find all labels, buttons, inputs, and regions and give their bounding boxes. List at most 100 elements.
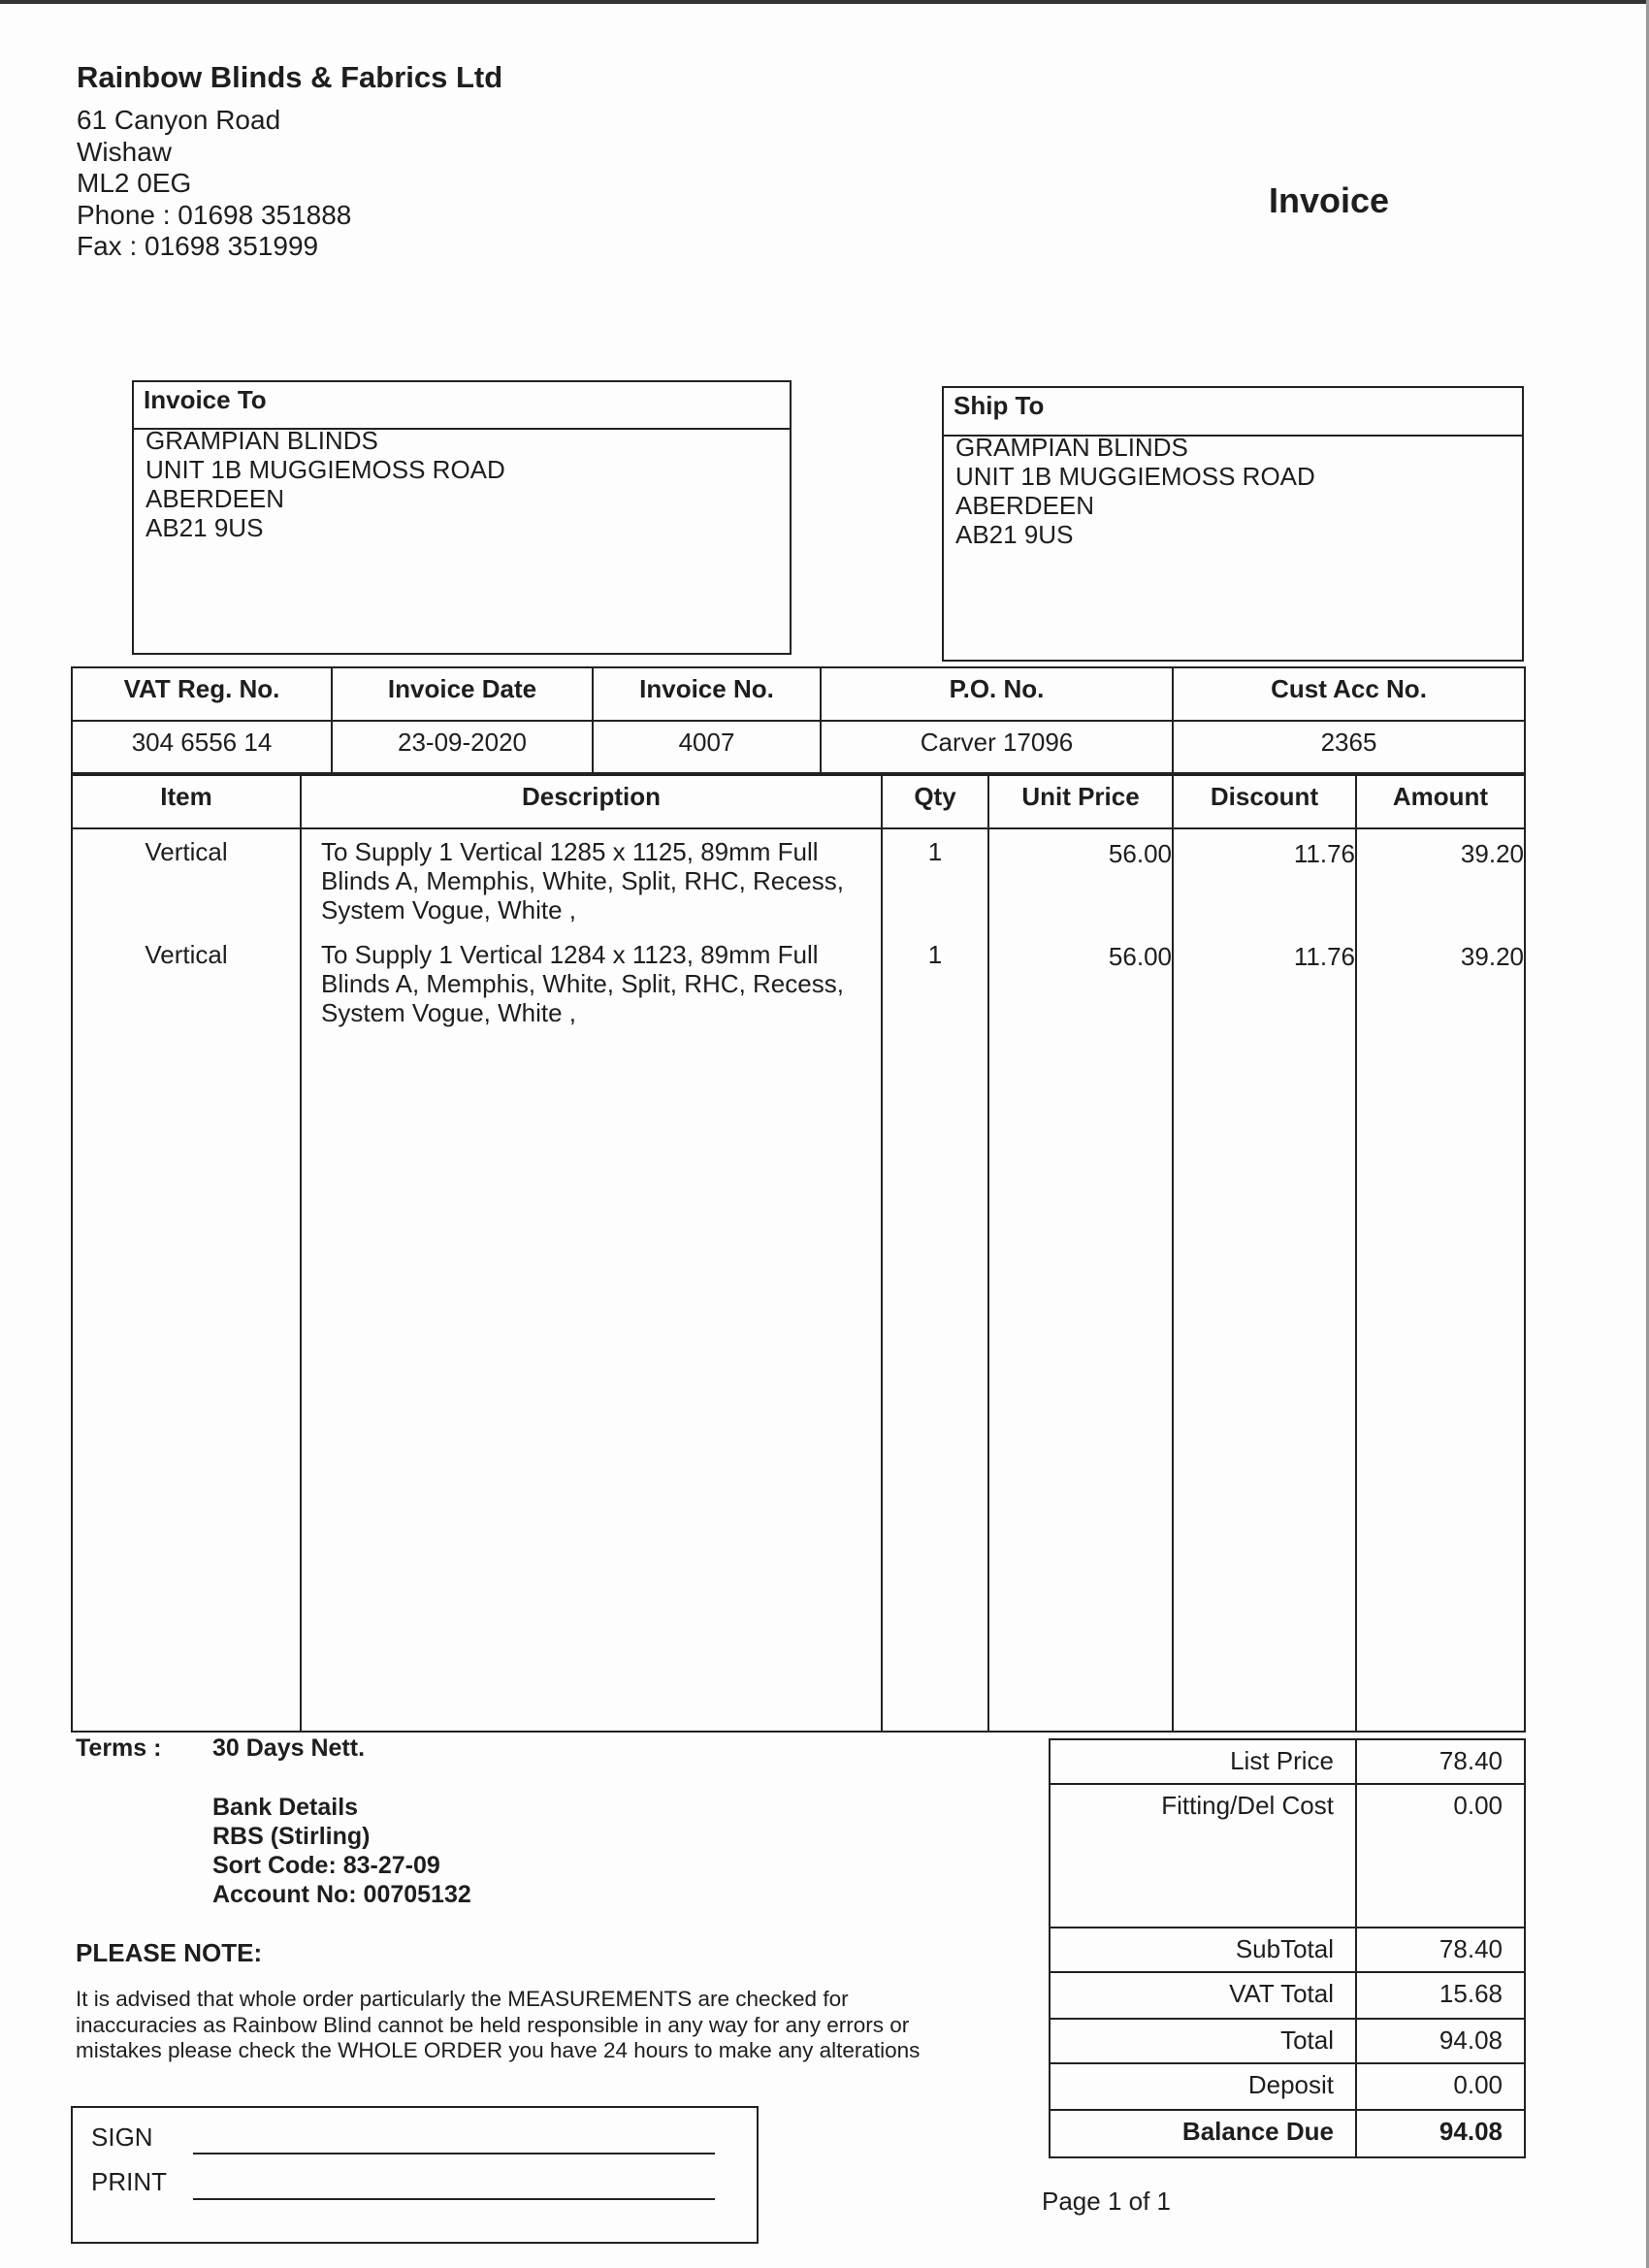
- unit-price-column: 56.00 56.00: [987, 828, 1174, 1732]
- discount-cell: 11.76: [1293, 942, 1355, 971]
- vat-reg-value: 304 6556 14: [71, 720, 333, 774]
- deposit-label: Deposit: [1049, 2062, 1357, 2111]
- qty-cell: 1: [927, 837, 943, 866]
- terms-label: Terms :: [76, 1734, 162, 1762]
- signature-box: SIGN PRINT: [71, 2106, 759, 2244]
- description-line: System Vogue, White ,: [321, 895, 577, 924]
- list-price-value: 78.40: [1355, 1738, 1526, 1785]
- vat-total-value: 15.68: [1355, 1971, 1526, 2020]
- cust-acc-value: 2365: [1172, 720, 1526, 774]
- please-note-text: It is advised that whole order particula…: [76, 1987, 1055, 2064]
- page-number: Page 1 of 1: [1042, 2187, 1171, 2216]
- subtotal-value: 78.40: [1355, 1927, 1526, 1973]
- totals-row: SubTotal 78.40: [1049, 1927, 1526, 1973]
- reference-value-row: 304 6556 14 23-09-2020 4007 Carver 17096…: [71, 720, 1526, 774]
- print-line[interactable]: [193, 2198, 715, 2200]
- item-header: Item: [71, 774, 302, 829]
- company-name: Rainbow Blinds & Fabrics Ltd: [77, 60, 503, 94]
- fitting-cost-value: 0.00: [1355, 1783, 1526, 1928]
- scan-edge: [0, 0, 1649, 4]
- balance-due-label: Balance Due: [1049, 2109, 1357, 2158]
- note-line: inaccuracies as Rainbow Blind cannot be …: [76, 2012, 910, 2037]
- description-line: To Supply 1 Vertical 1284 x 1123, 89mm F…: [321, 940, 819, 969]
- po-no-header: P.O. No.: [820, 666, 1174, 722]
- description-line: To Supply 1 Vertical 1285 x 1125, 89mm F…: [321, 837, 819, 866]
- address-line: ML2 0EG: [77, 168, 192, 199]
- address-line: UNIT 1B MUGGIEMOSS ROAD: [146, 455, 505, 484]
- bank-name: RBS (Stirling): [212, 1823, 371, 1850]
- description-cell: To Supply 1 Vertical 1285 x 1125, 89mm F…: [321, 837, 881, 940]
- fitting-cost-label: Fitting/Del Cost: [1049, 1783, 1357, 1928]
- discount-header: Discount: [1172, 774, 1357, 829]
- invoice-to-label: Invoice To: [134, 382, 790, 430]
- ship-to-label: Ship To: [944, 388, 1522, 437]
- items-header-row: Item Description Qty Unit Price Discount…: [71, 774, 1526, 829]
- sign-label: SIGN: [91, 2122, 153, 2152]
- item-cell: Vertical: [145, 837, 228, 866]
- address-line: Wishaw: [77, 136, 173, 167]
- amount-cell: 39.20: [1460, 942, 1524, 971]
- phone: Phone : 01698 351888: [77, 199, 352, 230]
- total-label: Total: [1049, 2018, 1357, 2064]
- ship-to-address: GRAMPIAN BLINDS UNIT 1B MUGGIEMOSS ROAD …: [955, 433, 1315, 549]
- po-no-value: Carver 17096: [820, 720, 1174, 774]
- company-address: 61 Canyon Road Wishaw ML2 0EG Phone : 01…: [77, 105, 351, 263]
- sign-line[interactable]: [193, 2153, 715, 2155]
- totals-row: Total 94.08: [1049, 2018, 1526, 2064]
- address-line: ABERDEEN: [955, 491, 1095, 520]
- address-line: ABERDEEN: [146, 484, 285, 513]
- account-number: Account No: 00705132: [212, 1881, 471, 1908]
- amount-column: 39.20 39.20: [1355, 828, 1526, 1732]
- address-line: AB21 9US: [146, 513, 264, 542]
- ship-to-box: Ship To GRAMPIAN BLINDS UNIT 1B MUGGIEMO…: [942, 386, 1524, 662]
- amount-header: Amount: [1355, 774, 1526, 829]
- address-line: 61 Canyon Road: [77, 105, 281, 135]
- deposit-value: 0.00: [1355, 2062, 1526, 2111]
- discount-column: 11.76 11.76: [1172, 828, 1357, 1732]
- unit-price-header: Unit Price: [987, 774, 1174, 829]
- totals-row: Deposit 0.00: [1049, 2062, 1526, 2111]
- please-note-title: PLEASE NOTE:: [76, 1938, 263, 1967]
- invoice-to-address: GRAMPIAN BLINDS UNIT 1B MUGGIEMOSS ROAD …: [146, 426, 505, 542]
- unit-price-cell: 56.00: [1108, 839, 1172, 868]
- invoice-date-value: 23-09-2020: [331, 720, 594, 774]
- description-line: Blinds A, Memphis, White, Split, RHC, Re…: [321, 969, 844, 998]
- amount-cell: 39.20: [1460, 839, 1524, 868]
- qty-cell: 1: [927, 940, 943, 969]
- description-header: Description: [300, 774, 883, 829]
- discount-cell: 11.76: [1293, 839, 1355, 868]
- list-price-label: List Price: [1049, 1738, 1357, 1785]
- totals-table: List Price 78.40 Fitting/Del Cost 0.00 Sub…: [1049, 1738, 1526, 2158]
- description-line: Blinds A, Memphis, White, Split, RHC, Re…: [321, 866, 844, 895]
- invoice-to-box: Invoice To GRAMPIAN BLINDS UNIT 1B MUGGI…: [132, 380, 792, 655]
- totals-row: Balance Due 94.08: [1049, 2109, 1526, 2158]
- description-cell: To Supply 1 Vertical 1284 x 1123, 89mm F…: [321, 940, 881, 1027]
- vat-total-label: VAT Total: [1049, 1971, 1357, 2020]
- description-line: System Vogue, White ,: [321, 998, 577, 1027]
- sort-code: Sort Code: 83-27-09: [212, 1852, 440, 1879]
- totals-row: VAT Total 15.68: [1049, 1971, 1526, 2020]
- cust-acc-header: Cust Acc No.: [1172, 666, 1526, 722]
- note-line: mistakes please check the WHOLE ORDER yo…: [76, 2038, 921, 2062]
- fax: Fax : 01698 351999: [77, 231, 319, 262]
- note-line: It is advised that whole order particula…: [76, 1987, 849, 2011]
- unit-price-cell: 56.00: [1108, 942, 1172, 971]
- bank-details-title: Bank Details: [212, 1794, 359, 1821]
- totals-row: Fitting/Del Cost 0.00: [1049, 1783, 1526, 1928]
- items-table: Item Description Qty Unit Price Discount…: [71, 774, 1526, 1733]
- reference-table: VAT Reg. No. Invoice Date Invoice No. P.…: [71, 666, 1526, 774]
- total-value: 94.08: [1355, 2018, 1526, 2064]
- subtotal-label: SubTotal: [1049, 1927, 1357, 1973]
- item-column: Vertical Vertical: [71, 828, 302, 1732]
- totals-row: List Price 78.40: [1049, 1738, 1526, 1785]
- address-line: AB21 9US: [955, 520, 1074, 549]
- reference-header-row: VAT Reg. No. Invoice Date Invoice No. P.…: [71, 666, 1526, 722]
- address-line: UNIT 1B MUGGIEMOSS ROAD: [955, 462, 1315, 491]
- terms-value: 30 Days Nett.: [212, 1734, 366, 1762]
- invoice-no-value: 4007: [592, 720, 822, 774]
- balance-due-value: 94.08: [1355, 2109, 1526, 2158]
- invoice-no-header: Invoice No.: [592, 666, 822, 722]
- item-cell: Vertical: [145, 940, 228, 969]
- scan-edge-right: [1646, 0, 1649, 2268]
- print-label: PRINT: [91, 2167, 167, 2196]
